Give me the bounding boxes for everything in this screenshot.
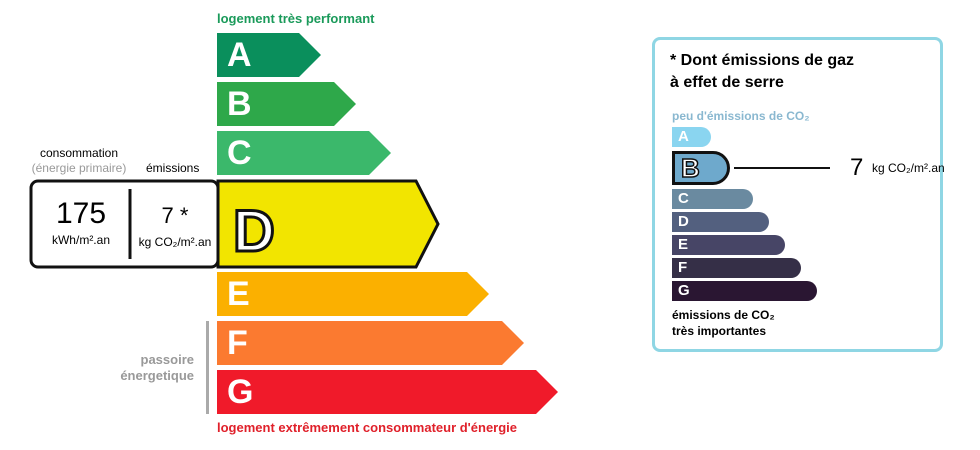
passoire-label: passoire énergetique bbox=[100, 352, 194, 384]
class-letter: G bbox=[678, 282, 690, 299]
passoire-divider bbox=[206, 321, 209, 414]
bottom-caption: logement extrêmement consommateur d'éner… bbox=[217, 420, 518, 435]
class-letter: A bbox=[678, 128, 689, 145]
emissions-unit: kg CO₂/m².an bbox=[138, 235, 212, 249]
class-letter: G bbox=[227, 373, 254, 411]
ges-title: * Dont émissions de gaz à effet de serre bbox=[670, 50, 854, 94]
emissions-label: émissions bbox=[146, 161, 200, 175]
class-letter: B bbox=[680, 153, 700, 183]
energy-class-a: A bbox=[217, 33, 321, 77]
ges-class-a: A bbox=[672, 127, 711, 147]
ges-title-line: * Dont émissions de gaz bbox=[670, 52, 855, 69]
ges-title-line: à effet de serre bbox=[670, 74, 784, 91]
consumption-unit: kWh/m².an bbox=[51, 233, 110, 247]
ges-top-caption: peu d'émissions de CO₂ bbox=[672, 109, 810, 123]
passoire-line: passoire bbox=[140, 352, 194, 367]
current-class-marker: D bbox=[29, 179, 440, 269]
ges-bottom-line: émissions de CO₂ bbox=[672, 308, 775, 322]
top-caption: logement très performant bbox=[217, 11, 375, 26]
ges-value: 7 bbox=[850, 154, 864, 181]
emissions-value-block: 7 * kg CO₂/m².an bbox=[132, 203, 218, 249]
ges-class-b-current: B bbox=[672, 151, 730, 185]
ges-class-d: D bbox=[672, 212, 769, 232]
class-letter: C bbox=[678, 190, 689, 207]
energy-class-c: C bbox=[217, 131, 391, 175]
class-letter: F bbox=[678, 259, 688, 276]
consumption-header: consommation (énergie primaire) bbox=[30, 146, 128, 176]
ges-pointer-line bbox=[734, 167, 830, 169]
consumption-value-block: 175 kWh/m².an bbox=[32, 197, 130, 247]
energy-class-f: F bbox=[217, 321, 524, 365]
ges-unit: kg CO₂/m².an bbox=[872, 161, 945, 175]
ges-class-f: F bbox=[672, 258, 801, 278]
class-letter: E bbox=[678, 236, 689, 253]
class-letter: E bbox=[227, 275, 250, 313]
class-letter: C bbox=[227, 134, 252, 172]
ges-class-g: G bbox=[672, 281, 817, 301]
ges-class-e: E bbox=[672, 235, 785, 255]
passoire-line: énergetique bbox=[120, 368, 194, 383]
class-letter: A bbox=[227, 36, 252, 74]
consumption-label: consommation bbox=[39, 146, 119, 160]
emissions-value: 7 * bbox=[161, 203, 189, 228]
ges-panel bbox=[652, 37, 943, 352]
class-letter: F bbox=[227, 324, 248, 362]
consumption-sub: (énergie primaire) bbox=[31, 161, 127, 175]
energy-class-e: E bbox=[217, 272, 489, 316]
ges-bottom-line: très importantes bbox=[672, 324, 767, 338]
ges-class-c: C bbox=[672, 189, 753, 209]
energy-class-b: B bbox=[217, 82, 356, 126]
consumption-value: 175 bbox=[55, 197, 107, 230]
energy-class-g: G bbox=[217, 370, 558, 414]
svg-text:D: D bbox=[233, 199, 275, 264]
ges-bottom-caption: émissions de CO₂ très importantes bbox=[672, 307, 775, 339]
class-letter: D bbox=[678, 213, 689, 230]
class-letter: B bbox=[227, 85, 252, 123]
